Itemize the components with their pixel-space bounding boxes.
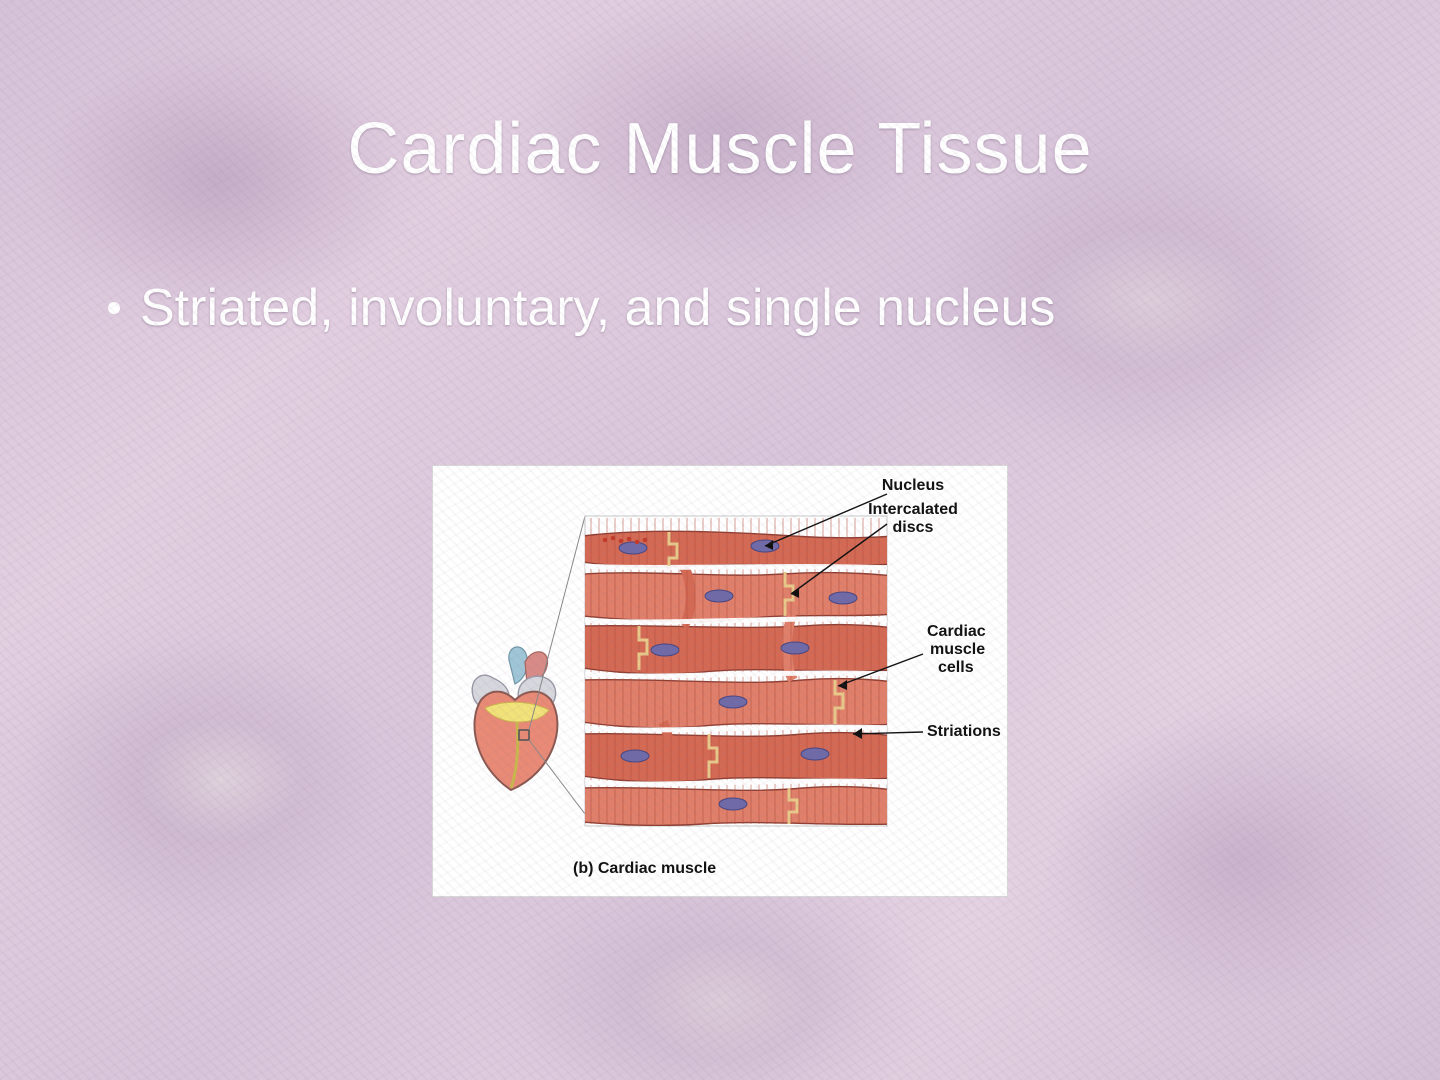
label-cardiac: Cardiac	[927, 623, 986, 640]
slide-title: Cardiac Muscle Tissue	[0, 108, 1440, 190]
label-muscle: muscle	[930, 641, 985, 658]
slide: Cardiac Muscle Tissue Striated, involunt…	[0, 0, 1440, 1080]
label-discs: discs	[893, 519, 934, 536]
figure-cardiac-muscle: Nucleus Intercalated discs Cardiac muscl…	[432, 465, 1008, 897]
label-cells: cells	[938, 659, 974, 676]
figure-caption: (b) Cardiac muscle	[573, 860, 716, 878]
label-striations: Striations	[927, 723, 1001, 740]
fiber-panel	[583, 516, 893, 826]
bullet-item: Striated, involuntary, and single nucleu…	[108, 276, 1300, 341]
heart-icon	[472, 516, 585, 814]
label-nucleus: Nucleus	[882, 477, 944, 494]
figure-svg: Nucleus Intercalated discs Cardiac muscl…	[433, 466, 1009, 898]
bullet-dot-icon	[108, 302, 120, 314]
label-intercalated: Intercalated	[868, 501, 958, 518]
bullet-text: Striated, involuntary, and single nucleu…	[140, 276, 1055, 341]
